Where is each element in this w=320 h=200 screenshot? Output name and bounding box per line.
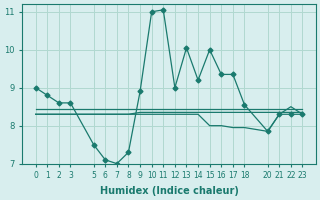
X-axis label: Humidex (Indice chaleur): Humidex (Indice chaleur) bbox=[100, 186, 238, 196]
